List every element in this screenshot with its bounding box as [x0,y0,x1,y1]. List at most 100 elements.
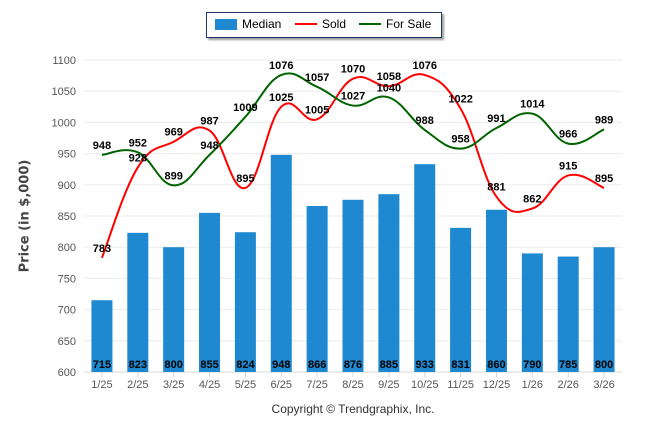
sold-value-label: 987 [200,116,218,128]
y-tick-label: 950 [58,149,76,161]
sold-value-label: 783 [93,243,111,255]
sold-value-label: 1022 [448,94,472,106]
median-bar [521,253,543,372]
median-value-label: 933 [416,359,434,371]
sold-value-label: 895 [595,173,613,185]
median-bar [127,232,149,372]
data-labels: 715 823 800 855 824 948 866 876 885 933 831 860 790 7… [93,60,613,371]
legend-label-for-sale: For Sale [386,17,432,31]
median-value-label: 876 [344,359,362,371]
sold-swatch-icon [295,23,317,25]
for-sale-value-label: 989 [595,114,613,126]
legend: Median Sold For Sale [206,12,442,38]
y-tick-label: 850 [58,211,76,223]
x-tick-label: 12/25 [483,379,511,391]
for-sale-value-label: 1076 [269,60,293,72]
y-tick-label: 1000 [52,117,76,129]
for-sale-value-label: 899 [164,170,182,182]
sold-value-label: 915 [559,160,577,172]
sold-value-label: 1005 [305,104,329,116]
x-tick-label: 3/25 [163,379,184,391]
sold-line [101,73,605,259]
x-tick-label: 5/25 [235,379,256,391]
y-tick-label: 800 [58,242,76,254]
median-bar [378,194,400,372]
median-value-label: 860 [487,359,505,371]
for-sale-value-label: 1027 [341,91,365,103]
y-axis-label: Price (in $,000) [17,159,33,273]
median-value-label: 715 [93,359,111,371]
median-swatch-icon [215,18,237,30]
y-tick-label: 750 [58,273,76,285]
y-tick-label: 700 [58,305,76,317]
median-value-label: 948 [272,359,290,371]
x-tick-label: 1/26 [522,379,543,391]
median-value-label: 885 [380,359,398,371]
y-tick-label: 900 [58,180,76,192]
for-sale-value-label: 948 [93,140,111,152]
median-bar [414,164,436,372]
median-value-label: 855 [200,359,218,371]
for-sale-value-label: 1009 [233,102,257,114]
sold-value-label: 1076 [412,60,436,72]
for-sale-value-label: 958 [451,134,469,146]
sold-value-label: 1070 [341,64,365,76]
median-value-label: 800 [164,359,182,371]
y-tick-label: 650 [58,336,76,348]
median-bar [450,227,472,372]
y-tick-label: 1050 [52,86,76,98]
for-sale-value-label: 1014 [520,99,545,111]
x-tick-label: 2/26 [557,379,578,391]
for-sale-value-label: 988 [416,115,434,127]
median-bar [234,232,256,372]
y-tick-label: 600 [58,367,76,379]
sold-value-label: 969 [164,127,182,139]
median-bar [199,212,221,372]
sold-value-label: 1058 [377,71,401,83]
for-sale-line [101,72,605,187]
x-tick-label: 8/25 [342,379,363,391]
median-bar [270,154,292,372]
x-tick-label: 4/25 [199,379,220,391]
median-bar [342,199,364,372]
median-bar [306,206,328,372]
legend-label-median: Median [242,17,282,31]
median-value-label: 823 [129,359,147,371]
sold-value-label: 928 [129,152,147,164]
median-value-label: 785 [559,359,577,371]
median-value-label: 866 [308,359,326,371]
for-sale-value-label: 952 [129,137,147,149]
median-value-label: 790 [523,359,541,371]
sold-value-label: 862 [523,194,541,206]
x-tick-label: 6/25 [271,379,292,391]
y-axis-ticks: 600 650 700 750 800 850 900 950 1000 1050 1100 [52,55,76,379]
for-sale-swatch-icon [359,23,381,25]
x-tick-label: 11/25 [447,379,474,391]
x-axis-ticks: 1/25 2/25 3/25 4/25 5/25 6/25 7/25 8/25 9/25 10/2… [91,372,615,391]
median-bar [557,256,579,372]
median-value-label: 831 [451,359,469,371]
x-tick-label: 3/26 [593,379,614,391]
legend-item-sold[interactable]: Sold [295,17,346,31]
sold-value-label: 895 [236,173,254,185]
median-bar [163,247,185,372]
x-tick-label: 1/25 [91,379,112,391]
legend-item-median[interactable]: Median [215,17,281,31]
median-bars [91,154,615,372]
sold-value-label: 881 [487,182,505,194]
legend-item-for-sale[interactable]: For Sale [359,17,431,31]
for-sale-value-label: 966 [559,129,577,141]
x-tick-label: 2/25 [127,379,148,391]
x-tick-label: 9/25 [378,379,399,391]
median-bar [485,209,507,372]
median-value-label: 824 [236,359,255,371]
x-tick-label: 7/25 [306,379,327,391]
legend-label-sold: Sold [322,17,347,31]
trend-lines [101,72,605,259]
median-bar [91,300,113,372]
for-sale-value-label: 1057 [305,72,329,84]
for-sale-value-label: 948 [200,140,218,152]
copyright-text: Copyright © Trendgraphix, Inc. [271,402,435,416]
median-value-label: 800 [595,359,613,371]
